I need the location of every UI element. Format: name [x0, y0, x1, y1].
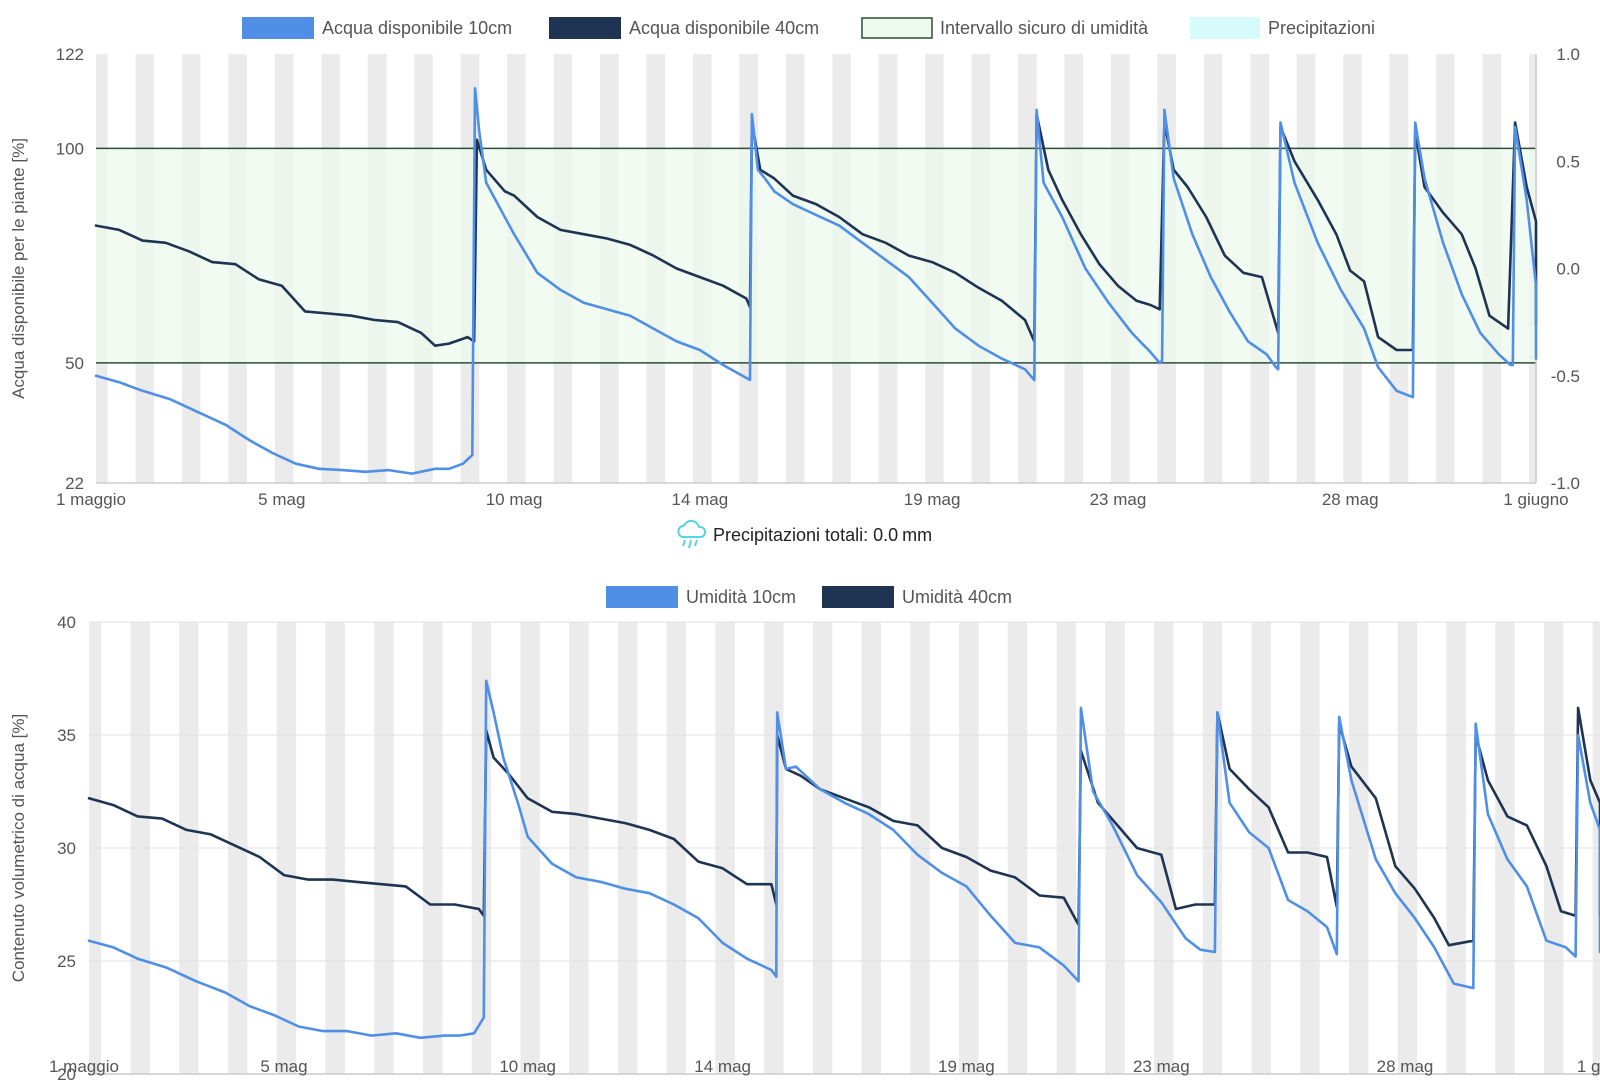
legend-label-precip[interactable]: Precipitazioni — [1268, 18, 1375, 38]
x-tick-label: 1 maggio — [56, 490, 126, 509]
legend-label-40cm[interactable]: Acqua disponibile 40cm — [629, 18, 819, 38]
y-tick-label: 100 — [56, 139, 84, 158]
y-tick-label: -1.0 — [1551, 474, 1580, 493]
x-tick-label: 28 mag — [1322, 490, 1379, 509]
legend-label-safe-range[interactable]: Intervallo sicuro di umidità — [940, 18, 1149, 38]
x-axis-ticks-bottom: 1 maggio 5 mag 10 mag 14 mag 19 mag 23 mag 28 … — [49, 1057, 1600, 1076]
legend-swatch-precip[interactable] — [1190, 17, 1260, 39]
x-tick-label: 1 maggio — [49, 1057, 119, 1076]
precip-label: Precipitazioni totali: — [713, 525, 868, 545]
y-tick-label: 122 — [56, 45, 84, 64]
legend-label-umidita-40cm[interactable]: Umidità 40cm — [902, 587, 1012, 607]
y-axis-ticks-bottom: 40 35 30 25 20 — [57, 613, 76, 1080]
x-tick-label: 5 mag — [260, 1057, 307, 1076]
safe-range-band — [96, 148, 1536, 363]
x-axis-ticks-top: 1 maggio 5 mag 10 mag 14 mag 19 mag 23 mag 28 … — [56, 490, 1569, 509]
x-tick-label: 10 mag — [499, 1057, 556, 1076]
y-tick-label: 30 — [57, 839, 76, 858]
x-tick-label: 19 mag — [904, 490, 961, 509]
x-tick-label: 5 mag — [258, 490, 305, 509]
right-axis-ticks-top: 1.0 0.5 0.0 -0.5 -1.0 — [1551, 45, 1580, 493]
y-tick-label: 40 — [57, 613, 76, 632]
cloud-rain-icon — [677, 519, 707, 549]
legend-label-10cm[interactable]: Acqua disponibile 10cm — [322, 18, 512, 38]
x-tick-label: 23 mag — [1133, 1057, 1190, 1076]
x-tick-label: 23 mag — [1090, 490, 1147, 509]
y-tick-label: 50 — [65, 354, 84, 373]
legend-top[interactable]: Acqua disponibile 10cm Acqua disponibile… — [242, 17, 1375, 39]
series-line-umidita-40cm[interactable] — [87, 706, 1600, 947]
legend-bottom[interactable]: Umidità 10cm Umidità 40cm — [606, 586, 1012, 608]
series-line-paw-40cm[interactable] — [94, 112, 1538, 352]
y-axis-ticks-top: 122 100 50 22 — [56, 45, 84, 493]
precip-unit: mm — [902, 525, 932, 545]
x-tick-label: 19 mag — [938, 1057, 995, 1076]
series-line-umidita-10cm[interactable] — [87, 679, 1600, 1040]
x-tick-label: 1 giug — [1577, 1057, 1600, 1076]
legend-swatch-umidita-40cm[interactable] — [822, 586, 894, 608]
x-tick-label: 10 mag — [486, 490, 543, 509]
precip-value: 0.0 — [873, 525, 898, 545]
y-tick-label: 0.0 — [1556, 260, 1580, 279]
x-tick-label: 28 mag — [1377, 1057, 1434, 1076]
legend-swatch-umidita-10cm[interactable] — [606, 586, 678, 608]
legend-swatch-10cm[interactable] — [242, 17, 314, 39]
legend-swatch-safe-range[interactable] — [861, 17, 933, 39]
y-tick-label: -0.5 — [1551, 367, 1580, 386]
legend-swatch-40cm[interactable] — [549, 17, 621, 39]
series-line-paw-10cm[interactable] — [94, 87, 1538, 475]
svg-text:Precipitazioni totali:0.0mm: Precipitazioni totali: 0.0 mm — [713, 525, 932, 545]
y-tick-label: 35 — [57, 726, 76, 745]
x-tick-label: 14 mag — [694, 1057, 751, 1076]
precip-summary: Precipitazioni totali: 0.0 mm — [677, 519, 932, 549]
y-tick-label: 20 — [57, 1065, 76, 1080]
y-axis-title-top: Acqua disponibile per le piante [%] — [9, 138, 28, 399]
y-tick-label: 22 — [65, 474, 84, 493]
y-tick-label: 25 — [57, 952, 76, 971]
legend-label-umidita-10cm[interactable]: Umidità 10cm — [686, 587, 796, 607]
x-tick-label: 14 mag — [672, 490, 729, 509]
x-tick-label: 1 giugno — [1503, 490, 1568, 509]
y-tick-label: 1.0 — [1556, 45, 1580, 64]
y-tick-label: 0.5 — [1556, 152, 1580, 171]
y-axis-title-bottom: Contenuto volumetrico di acqua [%] — [9, 714, 28, 982]
